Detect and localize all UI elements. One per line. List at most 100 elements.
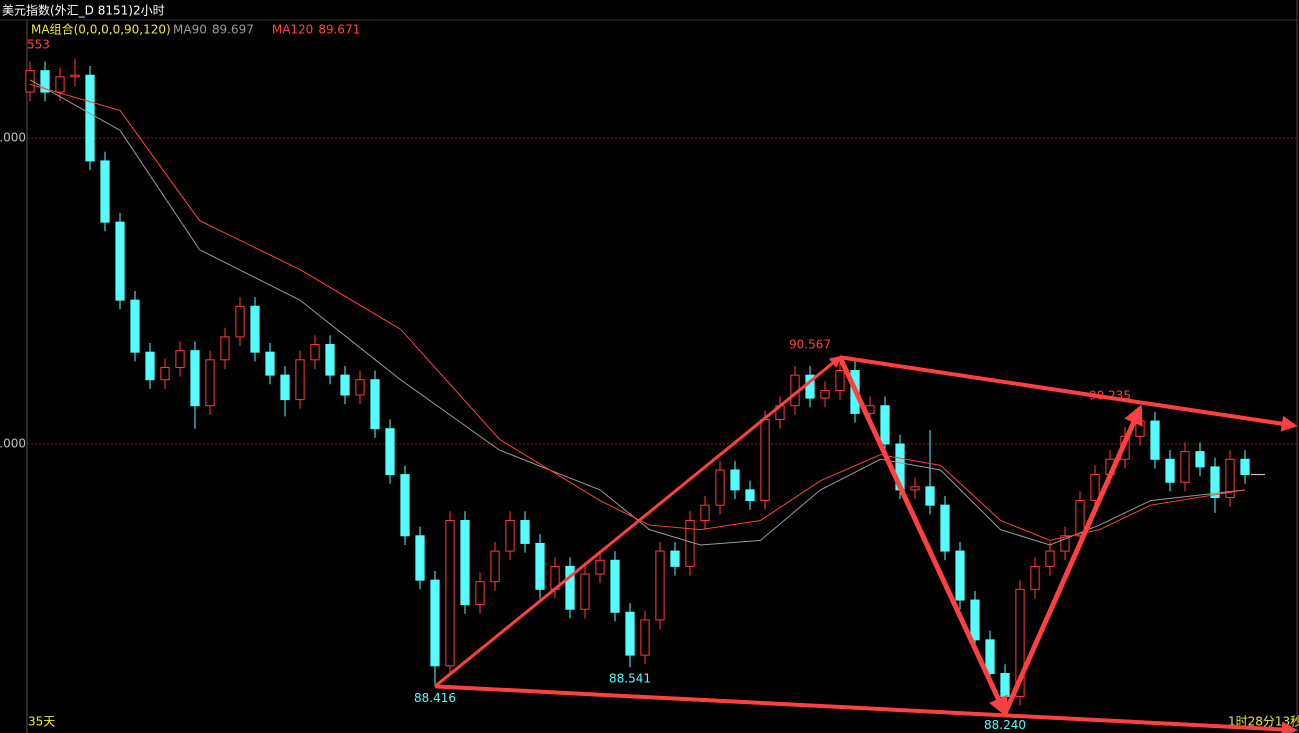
candle-body	[505, 519, 515, 552]
ma-line	[29, 79, 1246, 546]
candle-body	[160, 366, 170, 381]
candle-body	[280, 374, 290, 401]
price-label: 90.567	[789, 338, 831, 352]
candle-body	[760, 418, 770, 502]
candle-body	[190, 350, 200, 407]
chart-title: 美元指数(外汇_D 8151)2小时	[2, 3, 165, 18]
ma-group: MA组合(0,0,0,0,90,120)	[31, 22, 171, 37]
candle-body	[1015, 588, 1025, 697]
candle-body	[1060, 535, 1070, 552]
candle-body	[385, 428, 395, 476]
candle-body	[880, 405, 890, 445]
candle-body	[1030, 565, 1040, 590]
candle-body	[1240, 458, 1250, 476]
candle-body	[55, 76, 65, 93]
legend-name: MA120	[272, 23, 313, 37]
ma-line	[29, 83, 1246, 541]
candle-body	[1195, 451, 1205, 468]
candle-body	[340, 374, 350, 396]
candle-body	[1225, 458, 1235, 499]
candle-body	[220, 336, 230, 361]
y-tick-label: 92.000	[0, 130, 26, 144]
candle-body	[415, 535, 425, 581]
candle-body	[1165, 458, 1175, 483]
candle-body	[145, 351, 155, 381]
price-label: 88.416	[414, 691, 456, 705]
candle-body	[490, 550, 500, 583]
trendline	[837, 356, 1008, 717]
candle-body	[205, 359, 215, 407]
trendline	[434, 355, 842, 688]
candle-body	[685, 519, 695, 567]
candle-body	[820, 389, 830, 399]
trendline	[1002, 404, 1143, 715]
price-label: 88.541	[609, 672, 651, 686]
period-label: 35天	[28, 715, 55, 729]
candle-body	[565, 565, 575, 610]
trendline	[434, 684, 1298, 733]
price-label: 90.235	[1089, 389, 1131, 403]
legend-value: 89.697	[212, 23, 254, 37]
candle-body	[670, 550, 680, 567]
candle-body	[1150, 420, 1160, 460]
candle-body	[475, 581, 485, 606]
candle-body	[1210, 466, 1220, 499]
candle-body	[520, 519, 530, 544]
candle-body	[1180, 451, 1190, 483]
candle-body	[325, 344, 335, 376]
candle-body	[250, 305, 260, 353]
candle-body	[940, 504, 950, 552]
candle-body	[445, 519, 455, 667]
legend-value: 89.671	[318, 23, 360, 37]
candle-body	[640, 619, 650, 656]
candle-body	[925, 486, 935, 506]
candle-body	[70, 74, 80, 78]
candle-body	[85, 74, 95, 162]
candle-body	[1000, 672, 1010, 697]
plot: 92.000 90.000 90.567 90.235 88.416 88.541 88.2…	[0, 58, 1299, 733]
candle-body	[745, 489, 755, 502]
candle-body	[460, 519, 470, 606]
candle-body	[1075, 500, 1085, 537]
candle-body	[595, 559, 605, 575]
candle-body	[700, 504, 710, 521]
candle-body	[970, 599, 980, 641]
candle-body	[1090, 474, 1100, 502]
candle-body	[580, 573, 590, 610]
candle-body	[115, 221, 125, 301]
top-label: 553	[27, 38, 50, 52]
y-tick-label: 90.000	[0, 436, 26, 450]
candle-body	[625, 611, 635, 656]
legend-name: MA90	[173, 23, 207, 37]
candle-body	[730, 469, 740, 491]
trendline	[839, 355, 1298, 432]
candle-body	[175, 350, 185, 368]
candle-body	[835, 370, 845, 391]
candle-body	[295, 359, 305, 401]
candle-body	[100, 160, 110, 223]
candle-body	[310, 344, 320, 361]
candle-body	[910, 486, 920, 491]
candle-body	[235, 305, 245, 338]
candle-body	[265, 351, 275, 376]
candle-body	[715, 469, 725, 506]
candle-body	[355, 379, 365, 396]
candle-body	[25, 70, 35, 93]
candle-body	[1045, 550, 1055, 567]
price-label: 88.240	[984, 718, 1026, 732]
candle-body	[370, 379, 380, 430]
time-label: 1时28分13秒	[1228, 715, 1299, 729]
candle-body	[985, 639, 995, 674]
candle-body	[40, 70, 50, 93]
candle-body	[535, 542, 545, 590]
candle-body	[430, 579, 440, 667]
candle-body	[130, 299, 140, 353]
candle-body	[655, 550, 665, 621]
candle-body	[955, 550, 965, 601]
candle-body	[1135, 420, 1145, 437]
candle-body	[400, 474, 410, 537]
candle-body	[610, 559, 620, 613]
